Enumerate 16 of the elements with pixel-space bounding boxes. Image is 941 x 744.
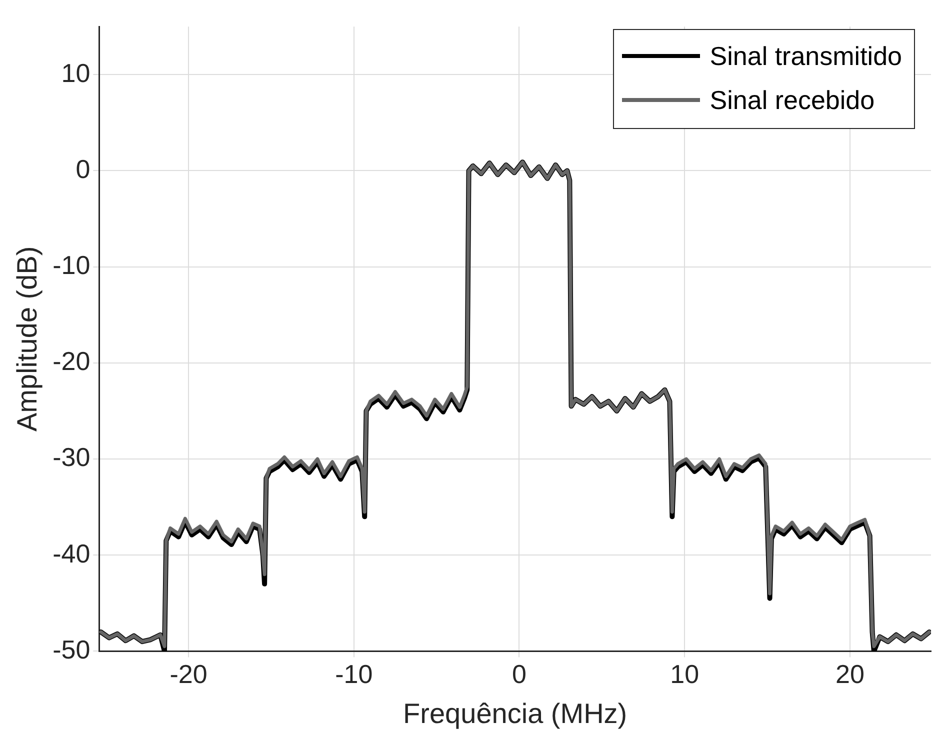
x-tick-label: -20 xyxy=(170,658,208,689)
x-tick-label: 10 xyxy=(670,658,700,689)
legend-label: Sinal recebido xyxy=(710,84,875,116)
x-tick-label: 0 xyxy=(512,658,526,689)
legend-label: Sinal transmitido xyxy=(710,40,902,72)
y-tick-label: -20 xyxy=(52,346,90,376)
x-tick-label: -10 xyxy=(335,658,373,689)
y-tick-label: 10 xyxy=(61,58,90,88)
y-tick-label: -40 xyxy=(52,538,90,568)
x-tick-label: 20 xyxy=(836,658,864,689)
y-tick-label: -10 xyxy=(52,250,90,280)
y-tick-label: -30 xyxy=(52,442,90,472)
y-axis-title: Amplitude (dB) xyxy=(12,246,43,432)
y-tick-label: -50 xyxy=(52,634,90,664)
y-tick-label: 0 xyxy=(76,154,90,184)
x-axis-title: Frequência (MHz) xyxy=(403,698,628,729)
